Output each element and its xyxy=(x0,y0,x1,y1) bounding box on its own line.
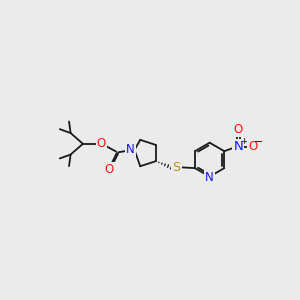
Text: N: N xyxy=(126,143,135,157)
Text: +: + xyxy=(240,137,247,146)
Text: S: S xyxy=(172,161,181,174)
Text: O: O xyxy=(233,123,243,136)
Text: N: N xyxy=(233,140,243,153)
Text: O: O xyxy=(104,164,114,176)
Text: N: N xyxy=(205,171,214,184)
Text: O: O xyxy=(248,140,257,153)
Text: O: O xyxy=(97,137,106,150)
Text: −: − xyxy=(254,137,264,147)
